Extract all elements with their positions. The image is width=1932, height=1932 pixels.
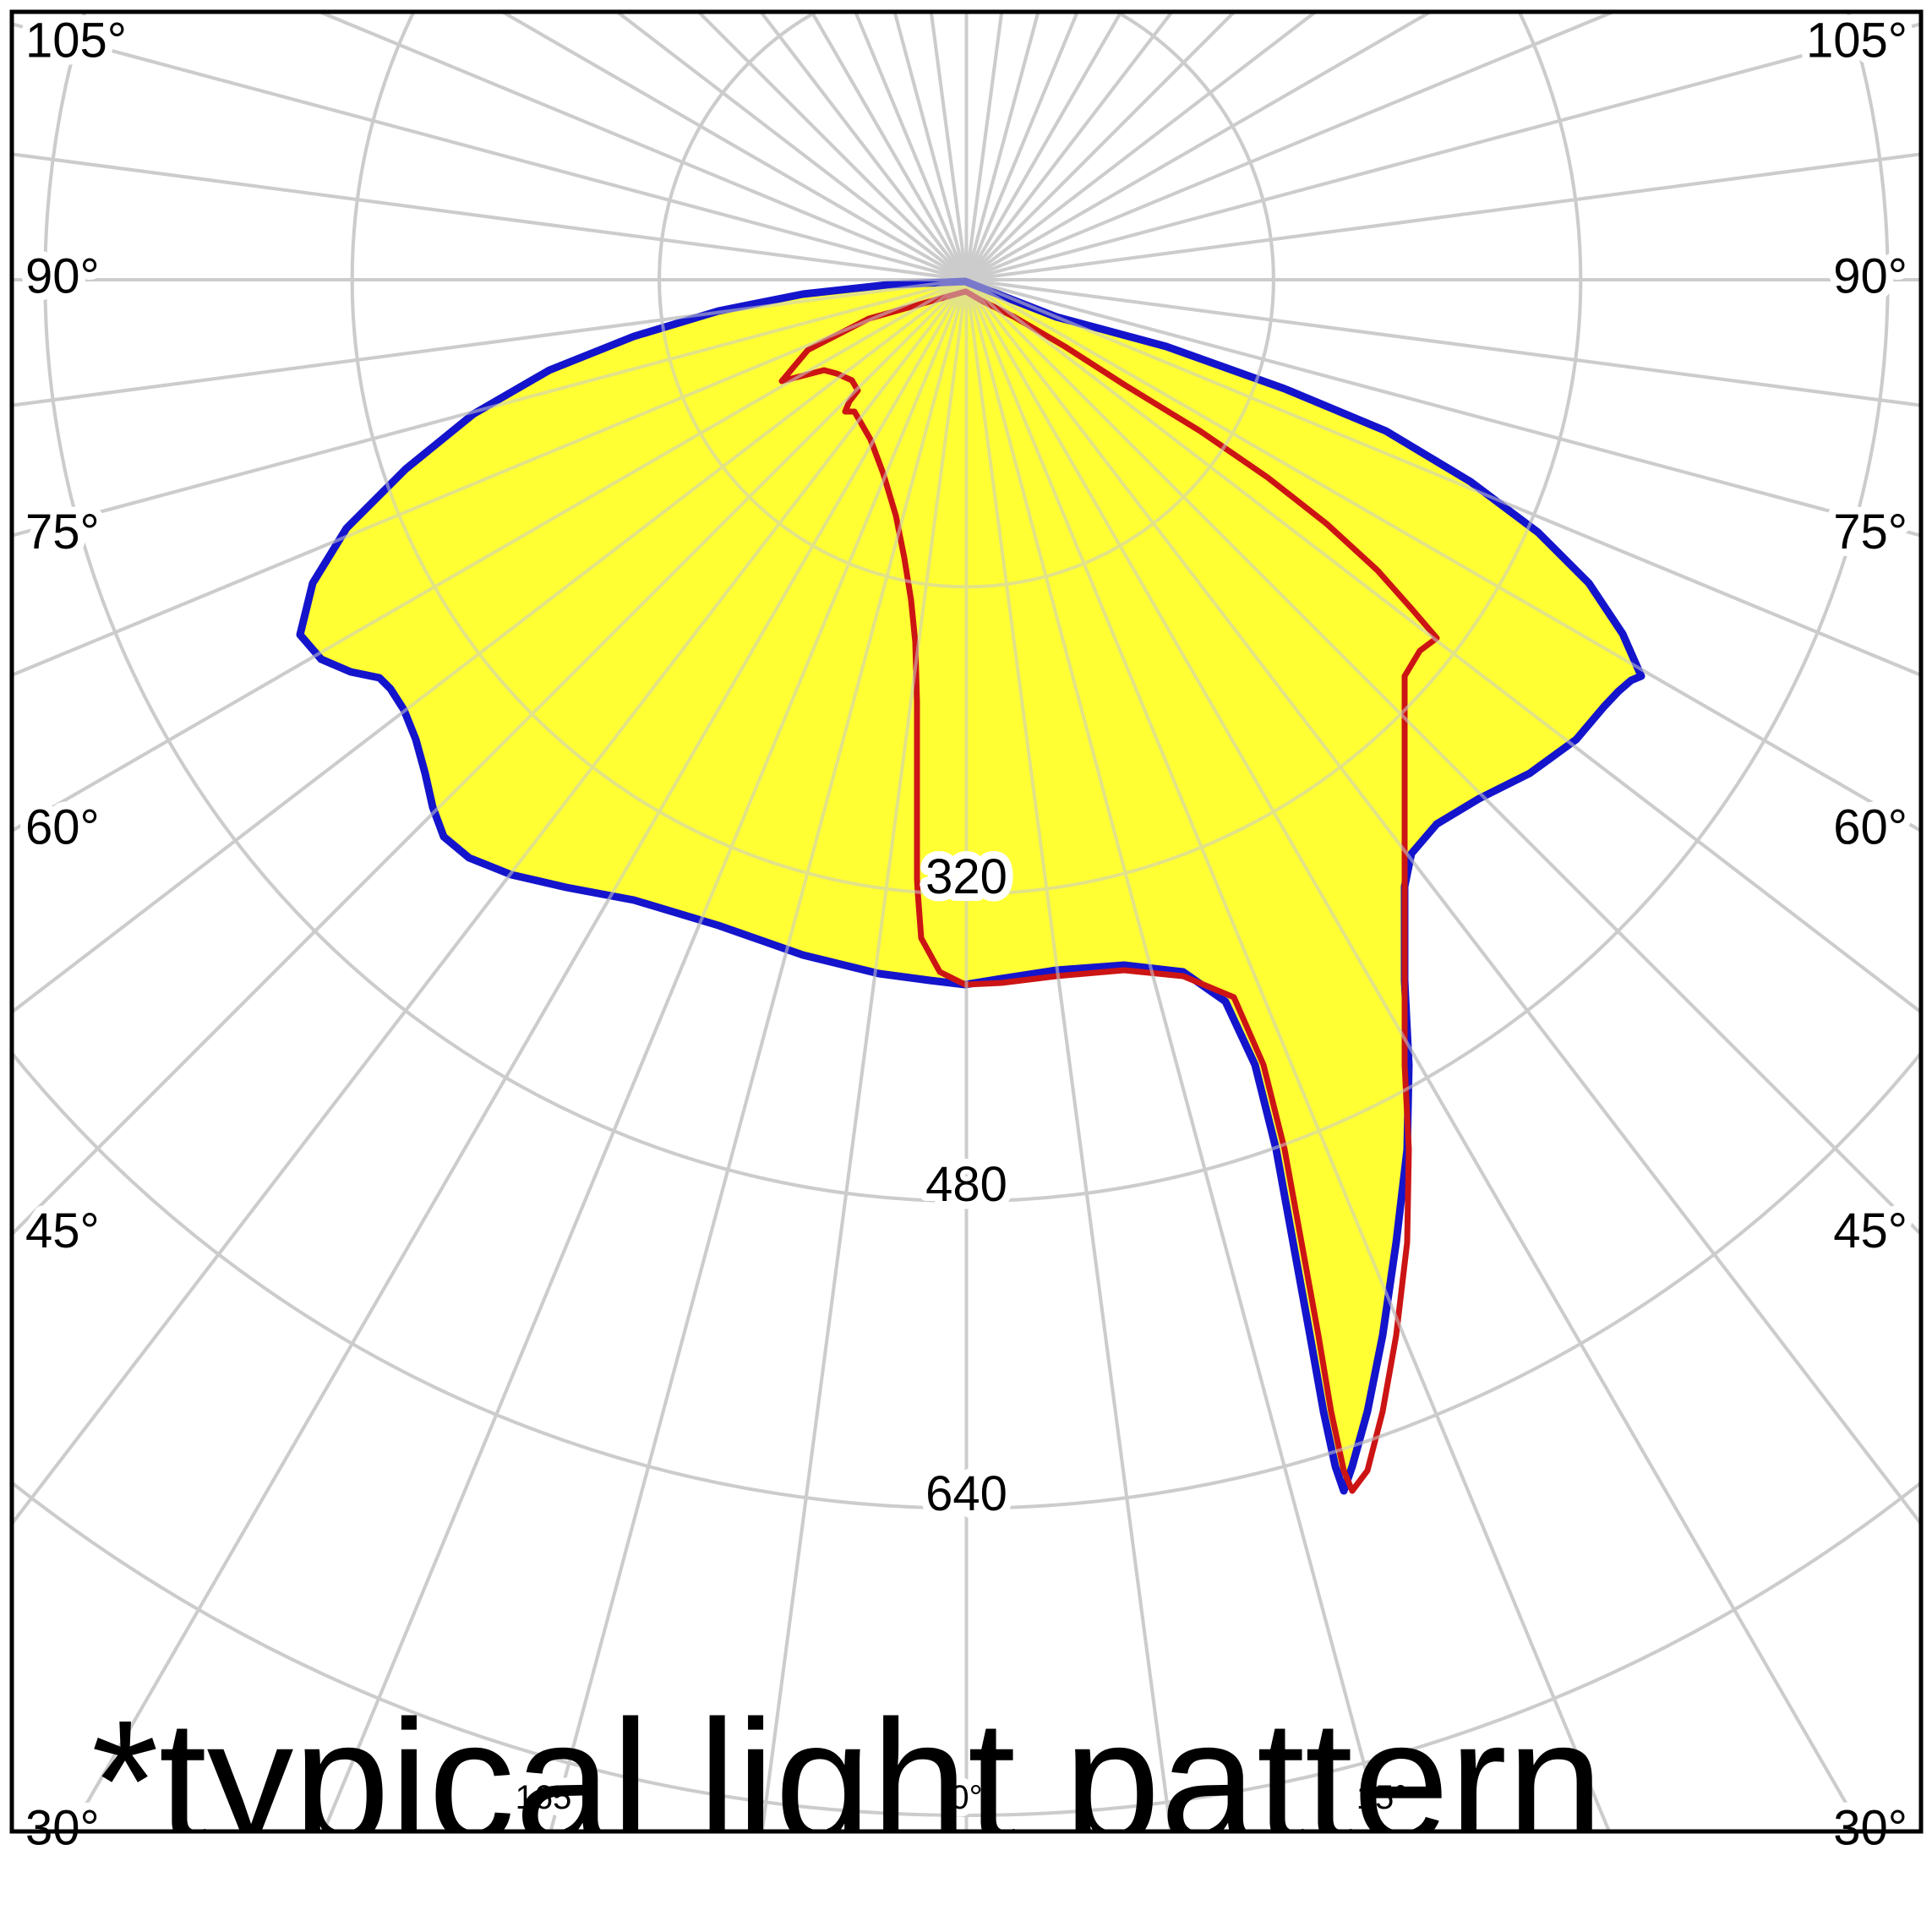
svg-text:60°: 60° bbox=[1833, 800, 1907, 854]
svg-text:45°: 45° bbox=[25, 1203, 100, 1258]
svg-text:30°: 30° bbox=[25, 1800, 100, 1855]
svg-text:30°: 30° bbox=[1833, 1800, 1907, 1855]
svg-text:480: 480 bbox=[925, 1157, 1007, 1212]
svg-text:640: 640 bbox=[925, 1466, 1007, 1521]
svg-text:90°: 90° bbox=[1833, 248, 1907, 303]
svg-text:45°: 45° bbox=[1833, 1203, 1907, 1258]
svg-text:75°: 75° bbox=[1833, 505, 1907, 559]
svg-text:60°: 60° bbox=[25, 800, 100, 854]
svg-text:105°: 105° bbox=[1806, 13, 1907, 68]
svg-text:320: 320 bbox=[925, 849, 1007, 904]
svg-text:75°: 75° bbox=[25, 505, 100, 559]
svg-text:105°: 105° bbox=[25, 13, 127, 68]
svg-text:90°: 90° bbox=[25, 248, 100, 303]
